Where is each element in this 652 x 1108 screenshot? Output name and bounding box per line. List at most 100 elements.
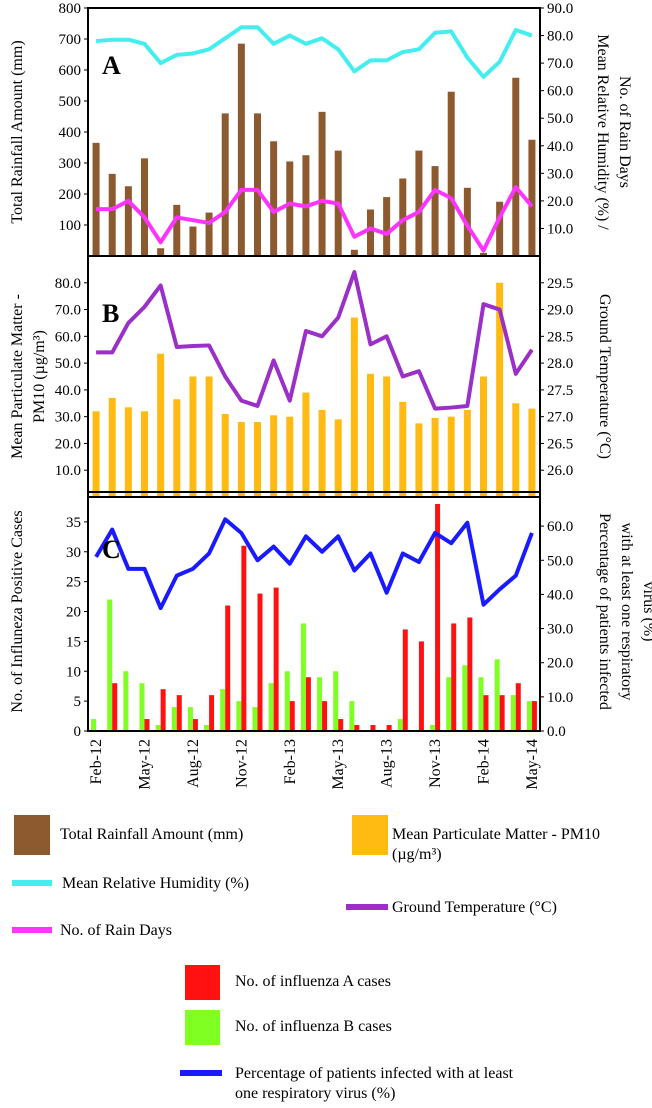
y2-tick-label: 29.0	[547, 303, 573, 319]
bar	[415, 423, 423, 497]
legend-swatch	[180, 1070, 222, 1076]
y-tick-label: 700	[59, 32, 82, 48]
y-axis-title: Mean Particulate Matter -	[9, 294, 26, 459]
y2-tick-label: 10.0	[547, 690, 573, 706]
bar	[350, 317, 358, 497]
legend-label: Mean Particulate Matter - PM10 (µg/m³)	[392, 826, 600, 863]
x-tick-label: Nov-12	[233, 739, 250, 788]
y-tick-label: 40.0	[55, 383, 81, 399]
legend-label: Ground Temperature (°C)	[392, 899, 557, 916]
bar	[205, 376, 213, 497]
panel-label: C	[102, 535, 121, 564]
y-tick-label: 30.0	[55, 410, 81, 426]
y2-tick-label: 70.0	[547, 56, 573, 72]
y-axis-title: No. of Influneza Positive Cases	[9, 510, 26, 712]
bar	[144, 719, 150, 731]
y2-tick-label: 30.0	[547, 166, 573, 182]
bar	[367, 373, 374, 497]
bar	[192, 719, 198, 731]
y-tick-label: 5	[74, 694, 82, 710]
y2-tick-label: 26.5	[547, 436, 573, 452]
y2-tick-label: 26.0	[547, 463, 573, 479]
bar	[447, 91, 455, 256]
bar	[386, 725, 392, 731]
bar	[289, 701, 295, 731]
bar	[480, 376, 487, 497]
bar	[173, 204, 181, 256]
bar	[349, 701, 355, 731]
y-tick-label: 25	[66, 575, 81, 591]
legend-swatch	[346, 904, 388, 910]
y2-tick-label: 60.0	[547, 84, 573, 100]
bar	[483, 695, 489, 731]
bar	[446, 677, 452, 731]
legend-swatch	[12, 927, 52, 933]
bar	[286, 161, 294, 256]
bar	[499, 695, 505, 731]
y-tick-label: 50.0	[55, 356, 81, 372]
bar	[431, 418, 439, 497]
x-tick-label: Nov-13	[427, 739, 444, 788]
y2-axis-title: Mean Relative Humidity (%) /	[594, 34, 611, 230]
y2-tick-label: 40.0	[547, 139, 573, 155]
bar	[383, 376, 391, 497]
y-tick-label: 20.0	[55, 436, 81, 452]
bar	[221, 113, 229, 257]
y2-tick-label: 20.0	[547, 656, 573, 672]
x-tick-label: May-13	[330, 739, 347, 790]
x-tick-label: Aug-13	[379, 739, 396, 788]
bar	[354, 725, 360, 731]
bar	[418, 641, 424, 731]
bar	[92, 411, 100, 497]
bar	[528, 408, 536, 497]
bar	[512, 403, 520, 497]
x-tick-label: Feb-13	[282, 739, 299, 784]
bar	[334, 419, 342, 497]
y2-tick-label: 40.0	[547, 587, 573, 603]
y2-tick-label: 60.0	[547, 519, 573, 535]
bar	[268, 683, 274, 731]
bar	[171, 707, 177, 731]
bar	[286, 416, 294, 497]
bar	[515, 683, 521, 731]
bar	[108, 173, 116, 256]
x-tick-label: May-14	[524, 739, 541, 790]
bar	[141, 411, 148, 497]
legend-swatch	[352, 815, 388, 855]
bar	[124, 186, 132, 256]
bar	[237, 422, 245, 497]
y-tick-label: 100	[59, 218, 82, 234]
bar	[305, 677, 311, 731]
legend-label: Total Rainfall Amount (mm)	[60, 826, 244, 843]
y2-tick-label: 28.5	[547, 329, 573, 345]
y-tick-label: 200	[59, 187, 82, 203]
y2-tick-label: 28.0	[547, 356, 573, 372]
y-tick-label: 30	[66, 545, 81, 561]
bar	[254, 422, 261, 497]
y2-tick-label: 27.0	[547, 410, 573, 426]
bar	[397, 719, 403, 731]
bar	[480, 252, 487, 256]
panel-label: A	[102, 51, 121, 80]
y-tick-label: 400	[59, 125, 82, 141]
line	[95, 25, 533, 79]
bar	[205, 212, 213, 256]
bar	[270, 415, 278, 497]
bar	[92, 142, 100, 256]
bar	[383, 197, 391, 256]
y-tick-label: 20	[66, 605, 81, 621]
legend-label: Mean Relative Humidity (%)	[62, 875, 250, 892]
bar	[402, 629, 408, 731]
bar	[108, 397, 116, 497]
bar	[112, 683, 118, 731]
bar	[176, 695, 182, 731]
legend-label: No. of influenza B cases	[235, 1018, 392, 1035]
bar	[187, 707, 193, 731]
bar	[123, 671, 129, 731]
bar	[399, 401, 407, 497]
bar	[399, 178, 407, 256]
y2-axis-title: virus (%)	[640, 582, 652, 642]
y-tick-label: 600	[59, 63, 82, 79]
legend-swatch	[14, 815, 50, 855]
